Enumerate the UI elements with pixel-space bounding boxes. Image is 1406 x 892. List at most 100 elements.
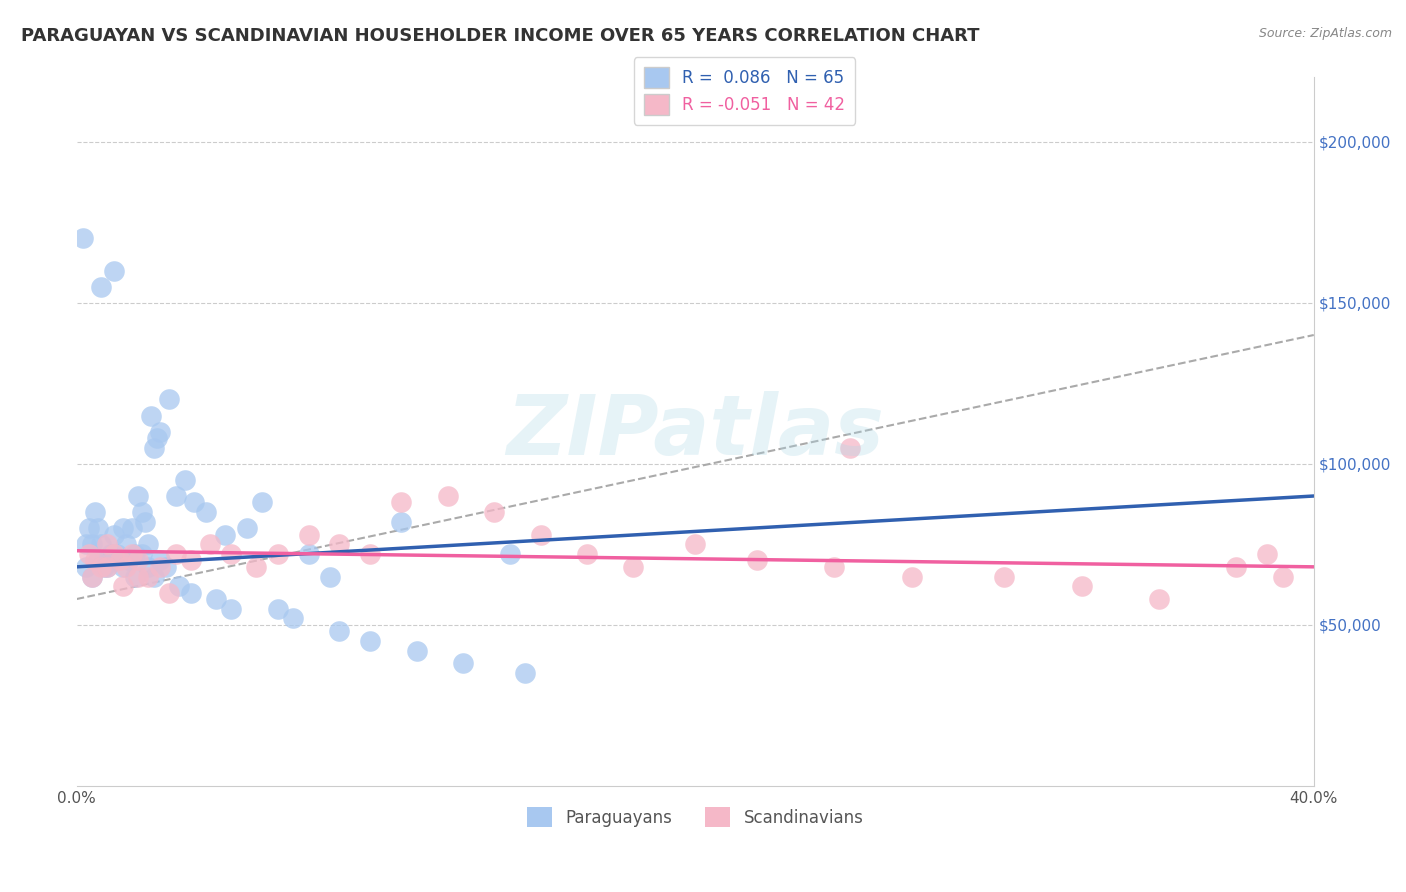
Point	[219, 601, 242, 615]
Point	[121, 521, 143, 535]
Point	[1070, 579, 1092, 593]
Point	[266, 547, 288, 561]
Point	[204, 592, 226, 607]
Point	[823, 559, 845, 574]
Point	[359, 547, 381, 561]
Point	[219, 547, 242, 561]
Point	[328, 537, 350, 551]
Point	[105, 553, 128, 567]
Point	[235, 521, 257, 535]
Point	[482, 505, 505, 519]
Point	[103, 527, 125, 541]
Point	[127, 569, 149, 583]
Point	[127, 489, 149, 503]
Point	[142, 569, 165, 583]
Point	[180, 585, 202, 599]
Point	[149, 553, 172, 567]
Point	[149, 425, 172, 439]
Point	[96, 559, 118, 574]
Point	[281, 611, 304, 625]
Point	[683, 537, 706, 551]
Point	[93, 559, 115, 574]
Point	[77, 547, 100, 561]
Point	[214, 527, 236, 541]
Point	[115, 559, 138, 574]
Point	[529, 527, 551, 541]
Point	[195, 505, 218, 519]
Point	[121, 547, 143, 561]
Point	[157, 392, 180, 407]
Point	[1225, 559, 1247, 574]
Point	[165, 547, 187, 561]
Point	[142, 441, 165, 455]
Point	[131, 505, 153, 519]
Point	[173, 473, 195, 487]
Point	[198, 537, 221, 551]
Point	[900, 569, 922, 583]
Point	[124, 569, 146, 583]
Point	[118, 553, 141, 567]
Point	[436, 489, 458, 503]
Point	[359, 633, 381, 648]
Point	[72, 231, 94, 245]
Point	[75, 537, 97, 551]
Point	[100, 547, 122, 561]
Point	[111, 521, 134, 535]
Point	[111, 579, 134, 593]
Point	[103, 263, 125, 277]
Point	[111, 559, 134, 574]
Point	[319, 569, 342, 583]
Point	[100, 547, 122, 561]
Point	[118, 553, 141, 567]
Point	[90, 559, 112, 574]
Point	[77, 521, 100, 535]
Point	[266, 601, 288, 615]
Point	[451, 657, 474, 671]
Point	[134, 515, 156, 529]
Point	[80, 569, 103, 583]
Point	[124, 547, 146, 561]
Point	[993, 569, 1015, 583]
Point	[87, 521, 110, 535]
Point	[297, 547, 319, 561]
Point	[745, 553, 768, 567]
Point	[136, 569, 159, 583]
Point	[96, 559, 118, 574]
Point	[80, 569, 103, 583]
Point	[75, 559, 97, 574]
Text: ZIPatlas: ZIPatlas	[506, 391, 884, 472]
Point	[621, 559, 644, 574]
Point	[103, 547, 125, 561]
Point	[155, 559, 177, 574]
Point	[389, 495, 412, 509]
Point	[180, 553, 202, 567]
Text: Source: ZipAtlas.com: Source: ZipAtlas.com	[1258, 27, 1392, 40]
Point	[87, 553, 110, 567]
Point	[165, 489, 187, 503]
Legend: Paraguayans, Scandinavians: Paraguayans, Scandinavians	[520, 800, 870, 834]
Point	[90, 537, 112, 551]
Point	[115, 537, 138, 551]
Point	[513, 666, 536, 681]
Point	[146, 431, 169, 445]
Point	[131, 547, 153, 561]
Point	[84, 505, 107, 519]
Point	[389, 515, 412, 529]
Point	[96, 537, 118, 551]
Point	[108, 553, 131, 567]
Point	[297, 527, 319, 541]
Point	[245, 559, 267, 574]
Point	[157, 585, 180, 599]
Point	[405, 643, 427, 657]
Point	[90, 279, 112, 293]
Point	[127, 553, 149, 567]
Point	[80, 537, 103, 551]
Point	[105, 547, 128, 561]
Point	[149, 559, 172, 574]
Point	[136, 559, 159, 574]
Point	[84, 553, 107, 567]
Point	[1256, 547, 1278, 561]
Point	[139, 409, 162, 423]
Point	[575, 547, 598, 561]
Point	[498, 547, 520, 561]
